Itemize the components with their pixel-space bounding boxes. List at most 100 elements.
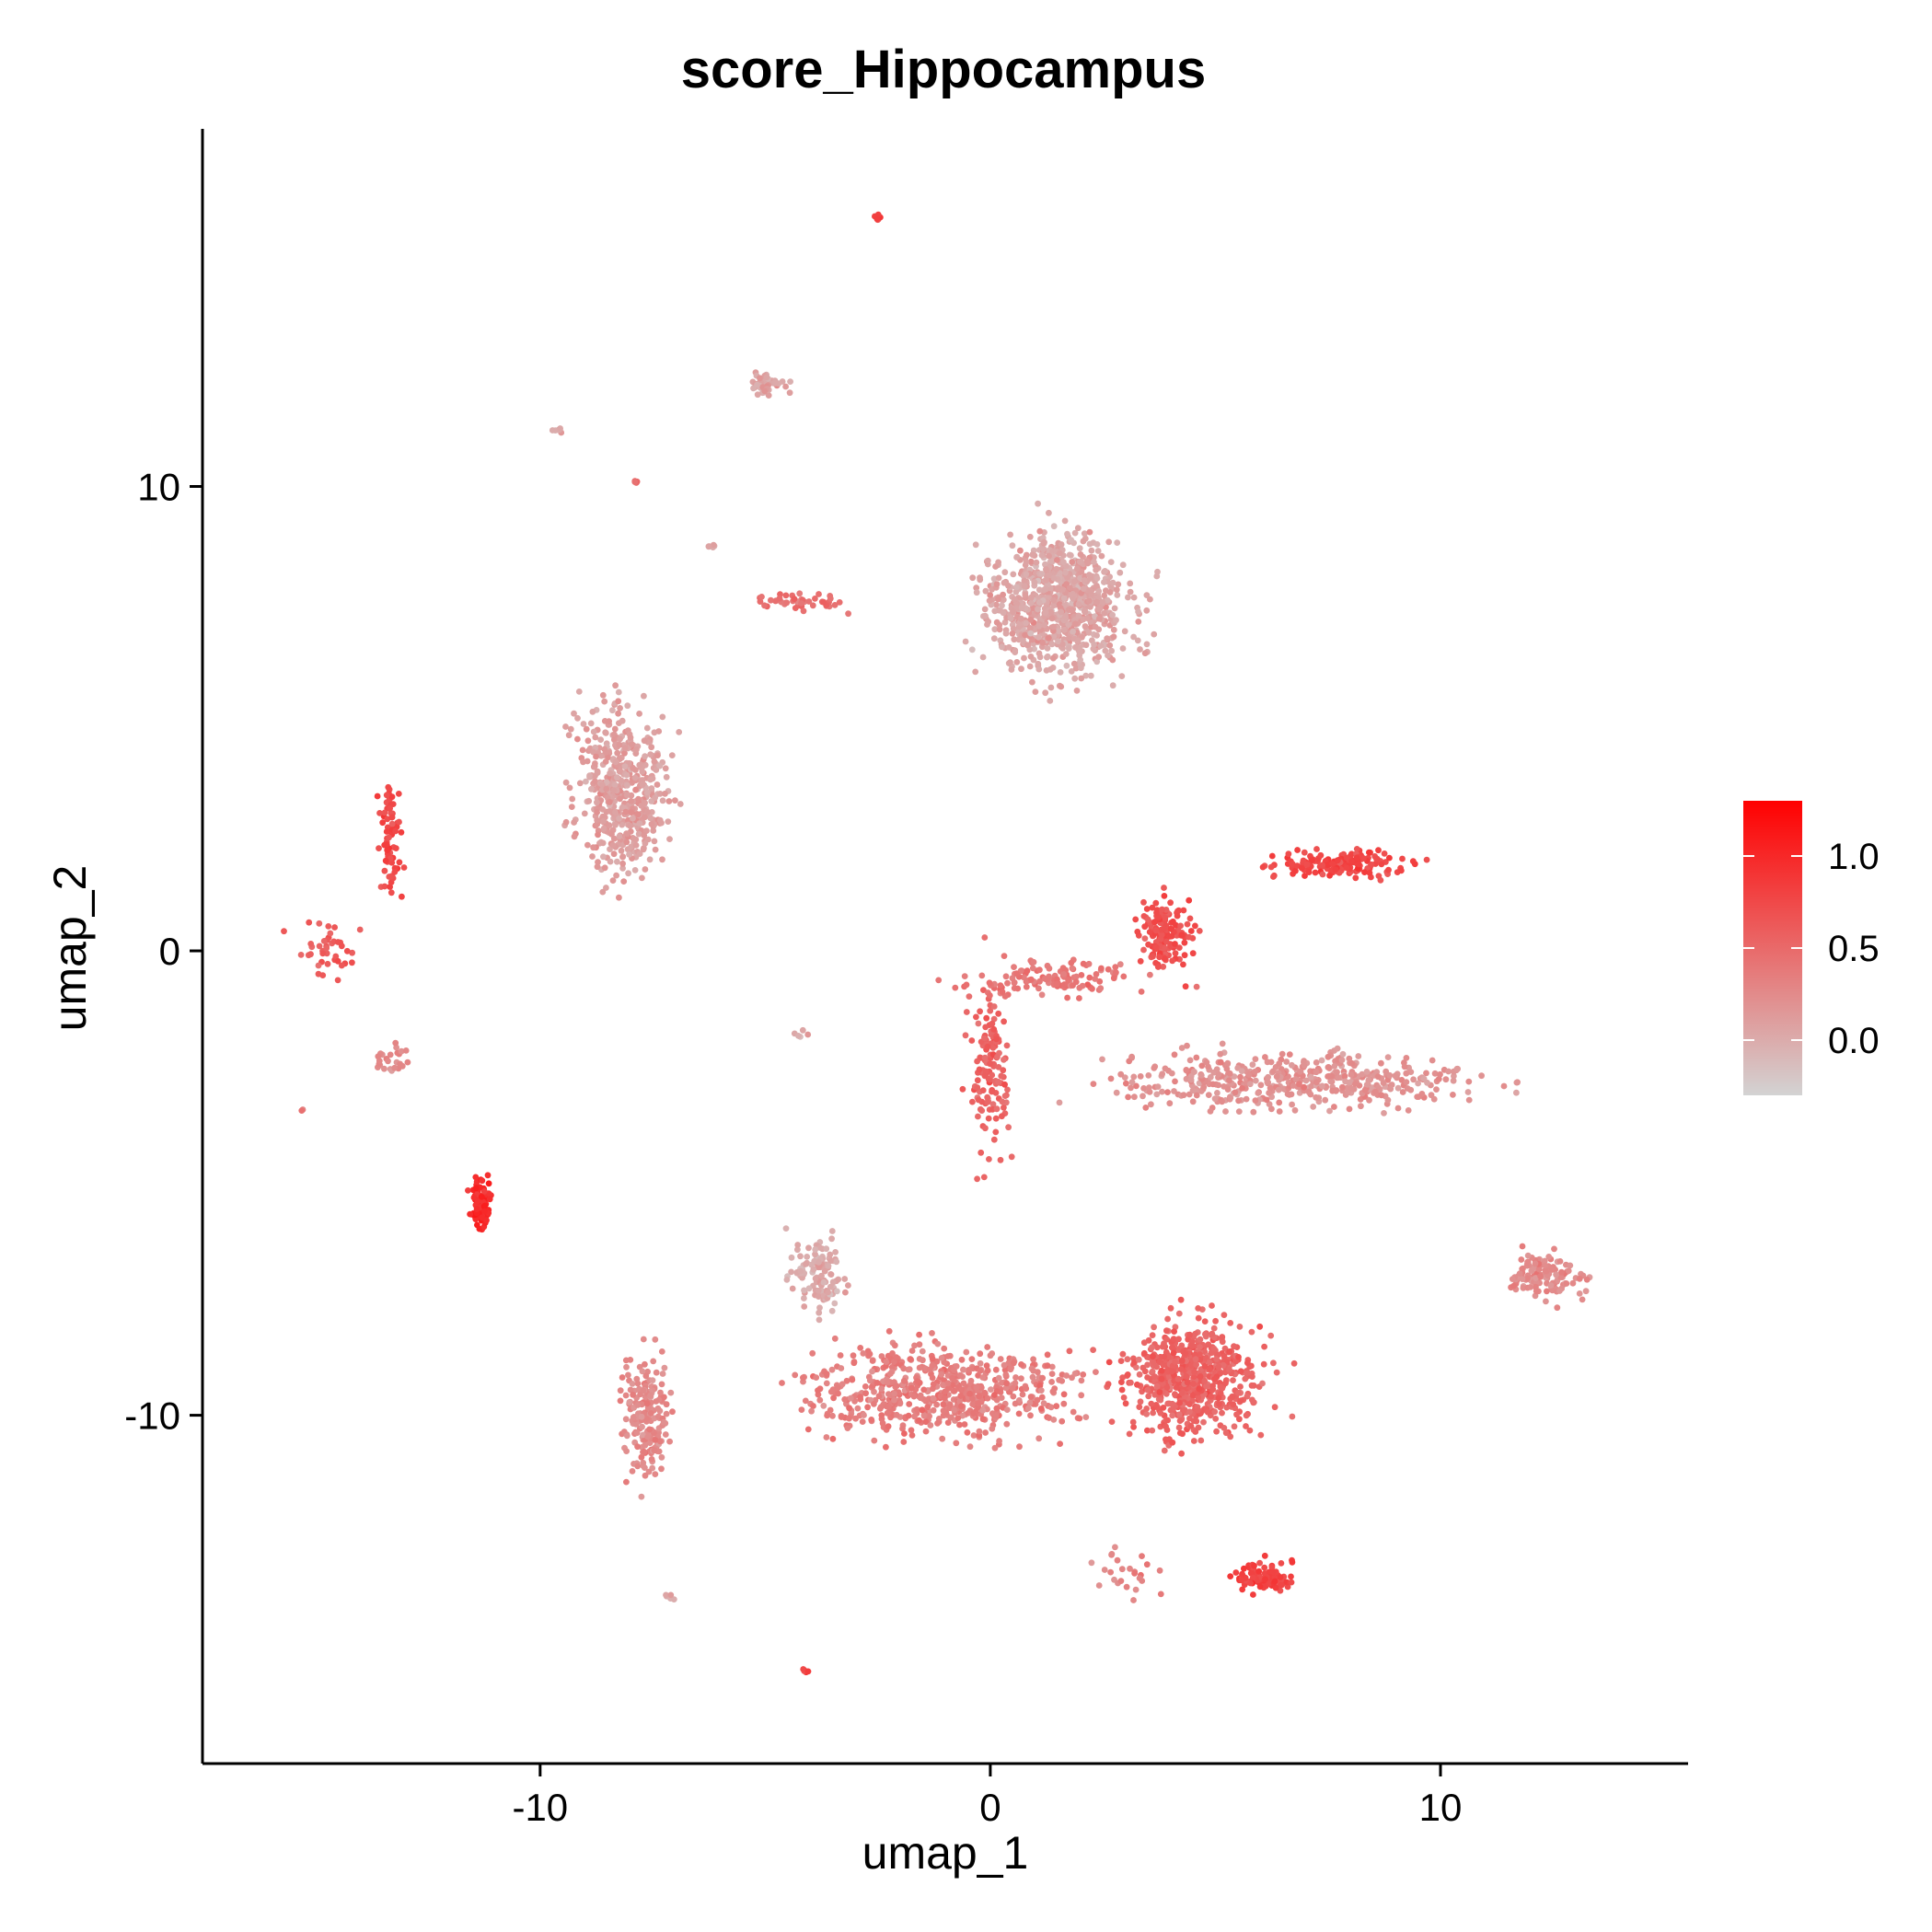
cell-point (820, 1278, 827, 1286)
cell-point (1172, 1391, 1178, 1398)
cell-point (1030, 1356, 1036, 1363)
cell-point (549, 427, 556, 434)
cell-point (1193, 1092, 1200, 1099)
colorbar-ticks: 1.00.50.0 (1743, 837, 1880, 1061)
cell-point (594, 863, 601, 871)
cell-point (1024, 967, 1031, 975)
cluster-10 (935, 953, 1200, 1001)
cell-point (629, 741, 636, 748)
cell-point (599, 781, 606, 789)
cell-point (991, 1444, 999, 1452)
cell-point (1131, 1093, 1138, 1101)
cell-point (627, 734, 634, 741)
cell-point (315, 962, 322, 969)
cell-point (1382, 1068, 1390, 1075)
cell-point (1582, 1288, 1590, 1295)
cell-point (1106, 642, 1114, 649)
cell-point (1158, 931, 1165, 938)
cell-point (658, 1381, 665, 1388)
cell-point (992, 1115, 1000, 1122)
cell-point (574, 735, 581, 743)
cell-point (652, 846, 659, 853)
cell-point (1128, 1053, 1135, 1060)
cell-point (989, 1071, 996, 1079)
cell-point (638, 1413, 645, 1420)
cell-point (1216, 1401, 1222, 1407)
cell-point (1163, 1384, 1171, 1391)
cell-point (825, 1263, 832, 1269)
cell-point (1342, 1078, 1348, 1085)
cell-point (1164, 1089, 1171, 1095)
cell-point (1186, 1408, 1193, 1416)
cell-point (623, 1478, 630, 1486)
cell-point (1153, 1363, 1161, 1371)
cell-point (1086, 572, 1093, 578)
cell-point (994, 1053, 1001, 1060)
cell-point (1105, 966, 1112, 973)
cell-point (1012, 588, 1020, 596)
cell-point (398, 828, 405, 836)
cell-point (1366, 1096, 1372, 1104)
cell-point (580, 721, 587, 727)
cell-point (1532, 1260, 1539, 1267)
cell-point (1159, 1070, 1166, 1078)
cell-point (1226, 1348, 1233, 1355)
cell-point (1056, 550, 1063, 557)
cell-point (1152, 1402, 1160, 1408)
cell-point (658, 1453, 665, 1461)
cell-point (815, 1387, 821, 1394)
cell-point (991, 626, 999, 633)
cell-point (813, 1374, 820, 1381)
cell-point (1156, 1567, 1163, 1574)
cell-point (1219, 1098, 1225, 1105)
x-axis-title: umap_1 (862, 1827, 1029, 1879)
cell-point (1170, 1349, 1177, 1357)
cell-point (1186, 1331, 1193, 1338)
cell-point (776, 595, 783, 602)
cell-point (977, 574, 983, 581)
cell-point (1059, 1417, 1066, 1425)
cell-point (391, 1064, 399, 1071)
cell-point (1193, 983, 1200, 990)
cell-point (1319, 871, 1326, 878)
cell-point (1000, 591, 1006, 598)
cell-point (1014, 985, 1022, 992)
cell-point (1232, 1569, 1240, 1576)
cell-point (1026, 1399, 1034, 1406)
cell-point (949, 1374, 955, 1382)
cell-point (609, 877, 617, 884)
cell-point (641, 737, 648, 745)
cell-point (1259, 863, 1267, 871)
cell-point (1080, 538, 1087, 545)
cell-point (930, 1406, 937, 1414)
cell-point (792, 1371, 799, 1379)
cell-point (1219, 1409, 1225, 1417)
cell-point (1195, 1305, 1202, 1312)
cell-point (1137, 1073, 1144, 1080)
cell-point (999, 643, 1005, 651)
cell-point (1187, 1422, 1195, 1429)
cell-point (1257, 1082, 1265, 1089)
cell-point (1239, 1085, 1245, 1092)
cell-point (782, 1225, 790, 1232)
cell-point (566, 784, 573, 792)
cell-point (1093, 1369, 1099, 1375)
cell-point (988, 1386, 994, 1393)
cell-point (1169, 1400, 1175, 1407)
cell-point (897, 1400, 904, 1407)
cell-point (1250, 1574, 1256, 1581)
cell-point (1318, 1057, 1325, 1064)
cell-point (823, 1380, 830, 1387)
cell-point (338, 943, 345, 950)
cluster-23 (631, 478, 641, 486)
cell-point (1278, 1560, 1285, 1567)
cell-point (1361, 869, 1368, 875)
cell-point (929, 1374, 936, 1382)
cell-point (1143, 1561, 1151, 1568)
cell-point (1127, 580, 1134, 587)
cell-point (989, 1020, 996, 1027)
cell-point (838, 1414, 845, 1420)
cell-point (944, 1380, 952, 1387)
cell-point (636, 761, 643, 769)
cell-point (823, 1371, 830, 1377)
